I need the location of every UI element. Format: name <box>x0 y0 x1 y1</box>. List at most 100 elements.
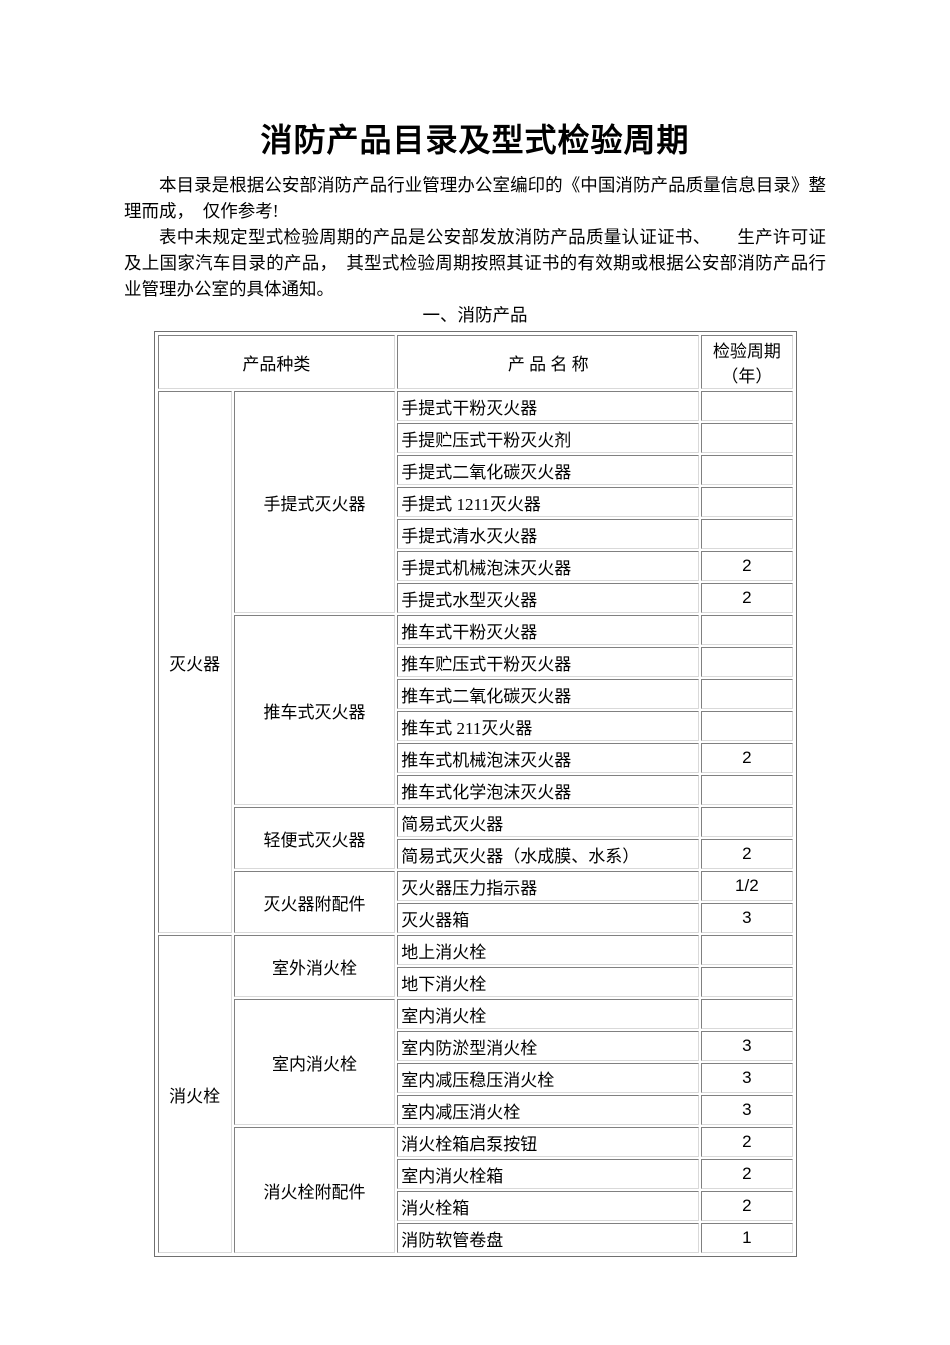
product-name-cell: 推车式机械泡沫灭火器 <box>397 743 700 773</box>
table-row: 推车式机械泡沫灭火器 2 <box>158 743 793 773</box>
subcategory-cell: 消火栓附配件 <box>233 1127 396 1253</box>
subcategory-cell: 推车式灭火器 <box>233 615 396 805</box>
table-row: 推车贮压式干粉灭火器 <box>158 647 793 677</box>
inspection-period-cell: 2 <box>701 1159 793 1189</box>
product-name-cell: 室内减压稳压消火栓 <box>397 1063 700 1093</box>
subcategory-cell: 手提式灭火器 <box>233 391 396 613</box>
product-name-cell: 推车贮压式干粉灭火器 <box>397 647 700 677</box>
inspection-period-cell: 3 <box>701 1095 793 1125</box>
inspection-period-cell: 2 <box>701 551 793 581</box>
intro-paragraph-2: 表中未规定型式检验周期的产品是公安部发放消防产品质量认证证书、 生产许可证及上国… <box>124 227 826 299</box>
product-name-cell: 手提式水型灭火器 <box>397 583 700 613</box>
inspection-period-cell <box>701 807 793 837</box>
inspection-period-cell <box>701 999 793 1029</box>
table-row: 手提贮压式干粉灭火剂 <box>158 423 793 453</box>
inspection-period-cell: 1 <box>701 1223 793 1253</box>
table-row: 消火栓附配件 消火栓箱启泵按钮 2 <box>158 1127 793 1253</box>
product-name-cell: 手提式机械泡沫灭火器 <box>397 551 700 581</box>
table-row: 手提式水型灭火器 2 <box>158 583 793 613</box>
product-name-cell: 推车式二氧化碳灭火器 <box>397 679 700 709</box>
product-name-cell: 消火栓箱启泵按钮 <box>397 1127 700 1157</box>
product-name-cell: 消防软管卷盘 <box>397 1223 700 1253</box>
inspection-period-cell: 2 <box>701 583 793 613</box>
products-table: 产品种类 产 品 名 称 检验周期（年） 灭火器 手提式灭火器 手提式干粉灭火器 手提… <box>153 331 797 1257</box>
inspection-period-cell: 2 <box>701 839 793 869</box>
product-name-cell: 地下消火栓 <box>397 967 700 997</box>
product-name-cell: 推车式干粉灭火器 <box>397 615 700 645</box>
inspection-period-cell <box>701 455 793 485</box>
table-row: 灭火器 手提式灭火器 手提式干粉灭火器 <box>157 391 793 933</box>
product-name-cell: 消火栓箱 <box>397 1191 700 1221</box>
header-product-name: 产 品 名 称 <box>397 335 700 389</box>
table-row: 推车式二氧化碳灭火器 <box>158 679 793 709</box>
table-row: 室内减压稳压消火栓 3 <box>158 1063 793 1093</box>
table-row: 消火栓箱 2 <box>158 1191 793 1221</box>
product-name-cell: 手提式干粉灭火器 <box>397 391 700 421</box>
table-row: 室内消火栓 室内消火栓 <box>158 999 793 1125</box>
product-name-cell: 手提贮压式干粉灭火剂 <box>397 423 700 453</box>
inspection-period-cell <box>701 935 793 965</box>
inspection-period-cell: 3 <box>701 903 793 933</box>
product-name-cell: 室内消火栓 <box>397 999 700 1029</box>
table-row: 手提式机械泡沫灭火器 2 <box>158 551 793 581</box>
product-name-cell: 室内消火栓箱 <box>397 1159 700 1189</box>
inspection-period-cell <box>701 487 793 517</box>
product-name-cell: 灭火器箱 <box>397 903 700 933</box>
table-row: 地下消火栓 <box>158 967 793 997</box>
inspection-period-cell <box>701 391 793 421</box>
product-name-cell: 手提式清水灭火器 <box>397 519 700 549</box>
product-name-cell: 室内减压消火栓 <box>397 1095 700 1125</box>
product-name-cell: 手提式二氧化碳灭火器 <box>397 455 700 485</box>
inspection-period-cell: 3 <box>701 1031 793 1061</box>
table-row: 推车式灭火器 推车式干粉灭火器 <box>158 615 793 805</box>
table-row: 灭火器附配件 灭火器压力指示器 1/2 <box>158 871 793 933</box>
inspection-period-cell <box>701 615 793 645</box>
inspection-period-cell: 2 <box>701 1127 793 1157</box>
table-row: 手提式二氧化碳灭火器 <box>158 455 793 485</box>
product-name-cell: 推车式 211灭火器 <box>397 711 700 741</box>
section-heading: 一、消防产品 <box>422 305 528 325</box>
intro-paragraph-1: 本目录是根据公安部消防产品行业管理办公室编印的《中国消防产品质量信息目录》整理而… <box>124 175 826 221</box>
table-row: 室内消火栓箱 2 <box>158 1159 793 1189</box>
inspection-period-cell <box>701 967 793 997</box>
table-row: 推车式化学泡沫灭火器 <box>158 775 793 805</box>
table-row: 灭火器箱 3 <box>158 903 793 933</box>
table-row: 手提式清水灭火器 <box>158 519 793 549</box>
table-row: 推车式 211灭火器 <box>158 711 793 741</box>
inspection-period-cell: 3 <box>701 1063 793 1093</box>
inspection-period-cell: 1/2 <box>701 871 793 901</box>
table-header-row: 产品种类 产 品 名 称 检验周期（年） <box>157 335 793 389</box>
subcategory-cell: 室外消火栓 <box>233 935 396 997</box>
product-name-cell: 灭火器压力指示器 <box>397 871 700 901</box>
category-cell: 消火栓 <box>157 935 232 1253</box>
product-name-cell: 地上消火栓 <box>397 935 700 965</box>
inspection-period-cell <box>701 775 793 805</box>
table-row: 室内防淤型消火栓 3 <box>158 1031 793 1061</box>
table-row: 消火栓 室外消火栓 地上消火栓 <box>157 935 793 1253</box>
inspection-period-cell <box>701 679 793 709</box>
subcategory-cell: 室内消火栓 <box>233 999 396 1125</box>
inspection-period-cell <box>701 423 793 453</box>
product-name-cell: 简易式灭火器（水成膜、水系） <box>397 839 700 869</box>
table-row: 简易式灭火器（水成膜、水系） 2 <box>158 839 793 869</box>
inspection-period-cell: 2 <box>701 743 793 773</box>
header-inspection-period: 检验周期（年） <box>701 335 793 389</box>
inspection-period-cell <box>701 519 793 549</box>
subcategory-cell: 灭火器附配件 <box>233 871 396 933</box>
product-name-cell: 手提式 1211灭火器 <box>397 487 700 517</box>
inspection-period-cell: 2 <box>701 1191 793 1221</box>
page-title: 消防产品目录及型式检验周期 <box>260 122 690 158</box>
product-name-cell: 室内防淤型消火栓 <box>397 1031 700 1061</box>
header-product-category: 产品种类 <box>157 335 396 389</box>
table-row: 手提式 1211灭火器 <box>158 487 793 517</box>
subcategory-cell: 轻便式灭火器 <box>233 807 396 869</box>
product-name-cell: 推车式化学泡沫灭火器 <box>397 775 700 805</box>
table-row: 消防软管卷盘 1 <box>158 1223 793 1253</box>
category-cell: 灭火器 <box>157 391 232 933</box>
inspection-period-cell <box>701 647 793 677</box>
table-row: 轻便式灭火器 简易式灭火器 <box>158 807 793 869</box>
table-row: 室内减压消火栓 3 <box>158 1095 793 1125</box>
inspection-period-cell <box>701 711 793 741</box>
product-name-cell: 简易式灭火器 <box>397 807 700 837</box>
